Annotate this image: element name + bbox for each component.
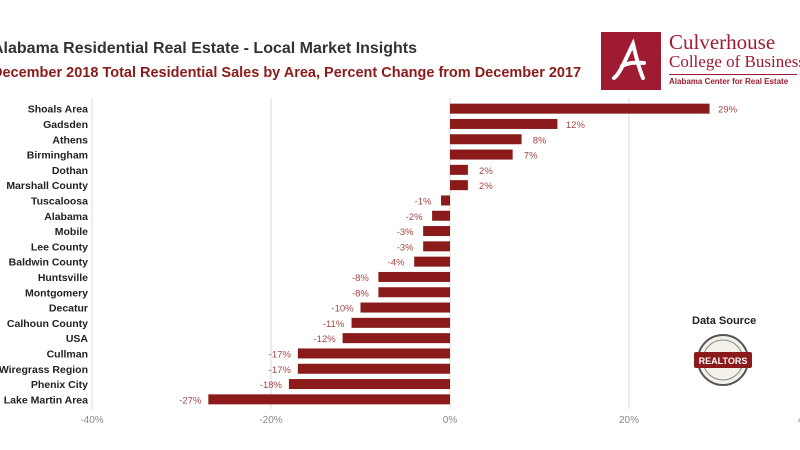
category-label: Dothan bbox=[52, 165, 88, 177]
category-label: Mobile bbox=[55, 226, 88, 238]
category-label: Wiregrass Region bbox=[0, 364, 88, 376]
data-label: -18% bbox=[260, 380, 283, 391]
category-label: Tuscaloosa bbox=[31, 195, 88, 207]
category-label: Phenix City bbox=[31, 379, 88, 391]
category-label: Marshall County bbox=[6, 180, 88, 192]
bar bbox=[441, 195, 450, 206]
logo-line-2: College of Business bbox=[669, 52, 800, 71]
seal-text: REALTORS bbox=[699, 356, 748, 366]
bar bbox=[450, 103, 710, 114]
logo-line-3: Alabama Center for Real Estate bbox=[669, 77, 789, 86]
bar bbox=[378, 271, 450, 282]
bar bbox=[288, 379, 450, 390]
bar bbox=[423, 226, 450, 237]
data-label: -8% bbox=[352, 273, 369, 284]
data-label: -1% bbox=[415, 196, 432, 207]
data-label: 2% bbox=[479, 166, 493, 177]
bar bbox=[423, 241, 450, 252]
bar bbox=[378, 287, 450, 298]
culverhouse-logo bbox=[601, 32, 661, 90]
bar bbox=[450, 118, 558, 129]
bar bbox=[450, 134, 522, 145]
category-label: Shoals Area bbox=[28, 104, 88, 116]
bar bbox=[450, 164, 468, 175]
category-label: Decatur bbox=[49, 303, 88, 315]
category-label: USA bbox=[66, 333, 89, 345]
logo-line-1: Culverhouse bbox=[669, 30, 776, 54]
bar bbox=[297, 348, 450, 359]
data-label: 12% bbox=[566, 120, 586, 131]
data-label: -11% bbox=[323, 319, 345, 330]
category-label: Gadsden bbox=[43, 119, 88, 131]
category-label: Lake Martin Area bbox=[4, 394, 88, 406]
data-label: 2% bbox=[479, 181, 493, 192]
data-label: -27% bbox=[179, 395, 202, 406]
data-label: -4% bbox=[388, 258, 405, 269]
data-label: -2% bbox=[406, 212, 423, 223]
data-label: -12% bbox=[314, 334, 337, 345]
category-label: Calhoun County bbox=[7, 318, 88, 330]
script-a-icon bbox=[612, 38, 646, 80]
data-label: 29% bbox=[718, 105, 738, 116]
data-label: -3% bbox=[397, 242, 414, 253]
category-label: Birmingham bbox=[27, 150, 88, 162]
x-tick-label: 40% bbox=[798, 415, 800, 426]
data-label: -8% bbox=[352, 288, 369, 299]
chart-subtitle: December 2018 Total Residential Sales by… bbox=[0, 65, 582, 81]
category-label: Athens bbox=[52, 134, 88, 146]
data-label: -17% bbox=[269, 365, 292, 376]
bar bbox=[208, 394, 450, 405]
x-tick-label: -40% bbox=[80, 415, 103, 426]
chart-title: Alabama Residential Real Estate - Local … bbox=[0, 40, 418, 57]
category-label: Baldwin County bbox=[9, 257, 88, 269]
x-tick-label: 0% bbox=[443, 415, 458, 426]
data-label: -3% bbox=[397, 227, 414, 238]
category-label: Montgomery bbox=[25, 287, 88, 299]
data-label: 7% bbox=[524, 151, 538, 162]
bar bbox=[432, 210, 450, 221]
x-tick-label: -20% bbox=[259, 415, 282, 426]
bar bbox=[450, 149, 513, 160]
realtors-seal-icon: REALTORS bbox=[694, 334, 752, 386]
bar bbox=[414, 256, 450, 267]
logo-divider bbox=[669, 74, 797, 75]
bar bbox=[360, 302, 450, 313]
bar bbox=[450, 180, 468, 191]
category-label: Cullman bbox=[47, 348, 88, 360]
category-label: Huntsville bbox=[38, 272, 88, 284]
data-label: -10% bbox=[331, 304, 354, 315]
college-name: Culverhouse College of Business Alabama … bbox=[669, 32, 800, 86]
data-label: -17% bbox=[269, 349, 292, 360]
x-tick-label: 20% bbox=[619, 415, 639, 426]
category-label: Lee County bbox=[31, 241, 88, 253]
bar bbox=[351, 317, 450, 328]
data-source-label: Data Source bbox=[692, 315, 757, 327]
category-label: Alabama bbox=[44, 211, 88, 223]
bar bbox=[297, 363, 450, 374]
bar bbox=[342, 333, 450, 344]
data-label: 8% bbox=[533, 135, 547, 146]
